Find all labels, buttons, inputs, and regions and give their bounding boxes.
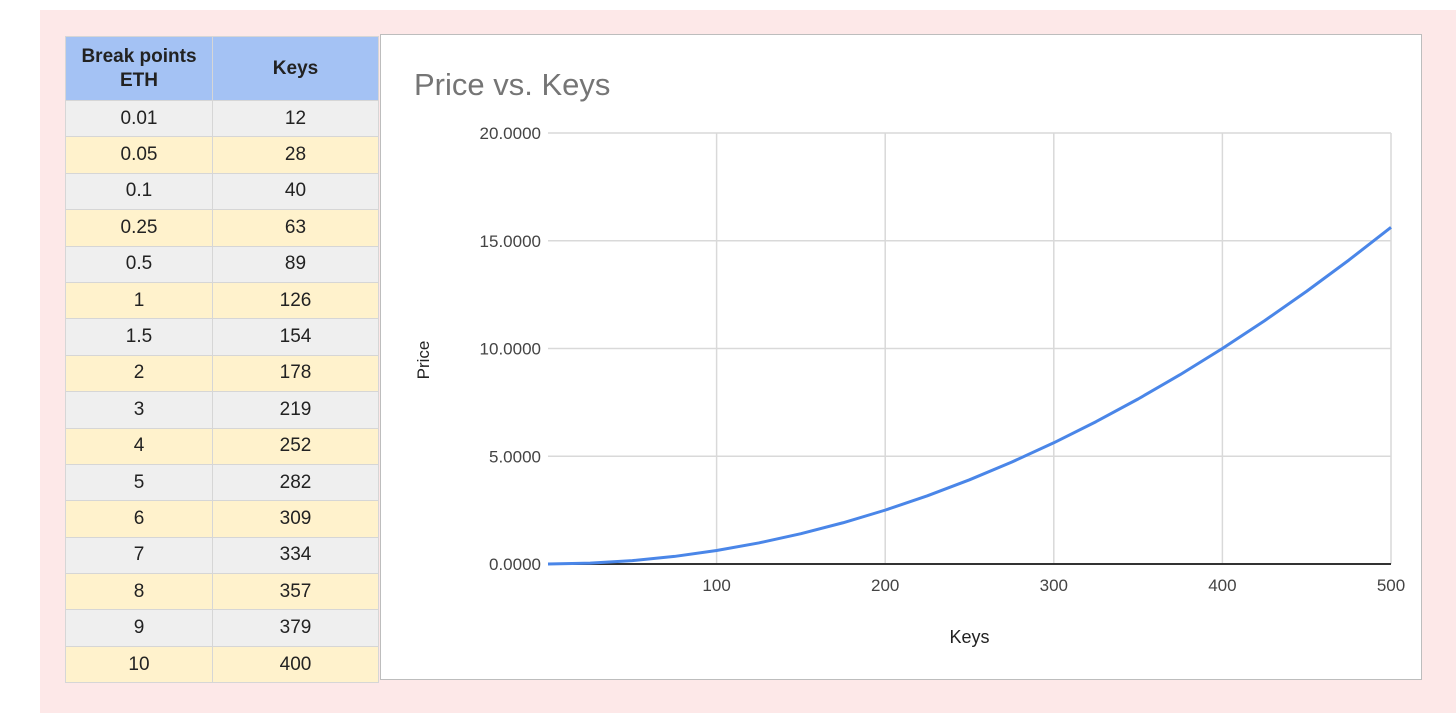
cell-keys: 40	[212, 172, 379, 211]
x-axis-label: Keys	[949, 627, 989, 647]
header-keys: Keys	[212, 36, 379, 101]
cell-keys: 334	[212, 536, 379, 575]
cell-keys: 89	[212, 245, 379, 283]
table-row: 1 126	[65, 281, 379, 320]
table-row: 9 379	[65, 609, 379, 647]
table-row: 10 400	[65, 645, 379, 684]
cell-eth: 0.05	[65, 136, 213, 174]
cell-keys: 154	[212, 318, 379, 356]
cell-keys: 379	[212, 609, 379, 647]
cell-keys: 178	[212, 354, 379, 393]
table-row: 6 309	[65, 500, 379, 538]
table-row: 0.5 89	[65, 245, 379, 283]
cell-eth: 0.5	[65, 245, 213, 283]
cell-keys: 309	[212, 500, 379, 538]
cell-eth: 5	[65, 463, 213, 502]
breakpoints-table: Break points ETH Keys 0.01 12 0.05 28 0.1 40 0…	[65, 36, 379, 684]
table-row: 7 334	[65, 536, 379, 575]
y-tick-label: 0.0000	[489, 555, 541, 574]
cell-eth: 1	[65, 281, 213, 320]
cell-eth: 6	[65, 500, 213, 538]
chart-title: Price vs. Keys	[414, 67, 610, 102]
table-row: 0.1 40	[65, 172, 379, 211]
cell-eth: 7	[65, 536, 213, 575]
cell-keys: 400	[212, 645, 379, 684]
table-row: 0.05 28	[65, 136, 379, 174]
cell-eth: 2	[65, 354, 213, 393]
table-row: 1.5 154	[65, 318, 379, 356]
x-tick-label: 200	[871, 576, 899, 595]
table-row: 8 357	[65, 573, 379, 611]
x-tick-label: 500	[1377, 576, 1405, 595]
cell-keys: 282	[212, 463, 379, 502]
header-break-points: Break points ETH	[65, 36, 213, 101]
y-tick-label: 5.0000	[489, 447, 541, 466]
cell-keys: 126	[212, 281, 379, 320]
cell-eth: 1.5	[65, 318, 213, 356]
x-tick-label: 300	[1040, 576, 1068, 595]
y-axis-label: Price	[414, 341, 433, 380]
cell-keys: 28	[212, 136, 379, 174]
chart-container: Price vs. Keys 0.0000 5.0000 10.0000 15.0000…	[380, 34, 1422, 680]
cell-eth: 3	[65, 391, 213, 429]
cell-keys: 357	[212, 573, 379, 611]
y-tick-label: 10.0000	[480, 340, 541, 359]
cell-keys: 219	[212, 391, 379, 429]
price-line	[547, 226, 1392, 566]
cell-keys: 12	[212, 99, 379, 138]
y-tick-label: 20.0000	[480, 124, 541, 143]
cell-eth: 0.01	[65, 99, 213, 138]
cell-eth: 10	[65, 645, 213, 684]
table-row: 4 252	[65, 427, 379, 465]
table-row: 3 219	[65, 391, 379, 429]
cell-eth: 9	[65, 609, 213, 647]
x-tick-label: 400	[1208, 576, 1236, 595]
cell-eth: 8	[65, 573, 213, 611]
cell-eth: 0.25	[65, 209, 213, 247]
cell-keys: 63	[212, 209, 379, 247]
y-tick-label: 15.0000	[480, 232, 541, 251]
cell-eth: 4	[65, 427, 213, 465]
table-row: 5 282	[65, 463, 379, 502]
table-row: 0.01 12	[65, 99, 379, 138]
cell-eth: 0.1	[65, 172, 213, 211]
x-tick-label: 100	[702, 576, 730, 595]
table-row: 2 178	[65, 354, 379, 393]
cell-keys: 252	[212, 427, 379, 465]
table-row: 0.25 63	[65, 209, 379, 247]
price-vs-keys-chart: Price vs. Keys 0.0000 5.0000 10.0000 15.0000…	[414, 67, 1405, 647]
